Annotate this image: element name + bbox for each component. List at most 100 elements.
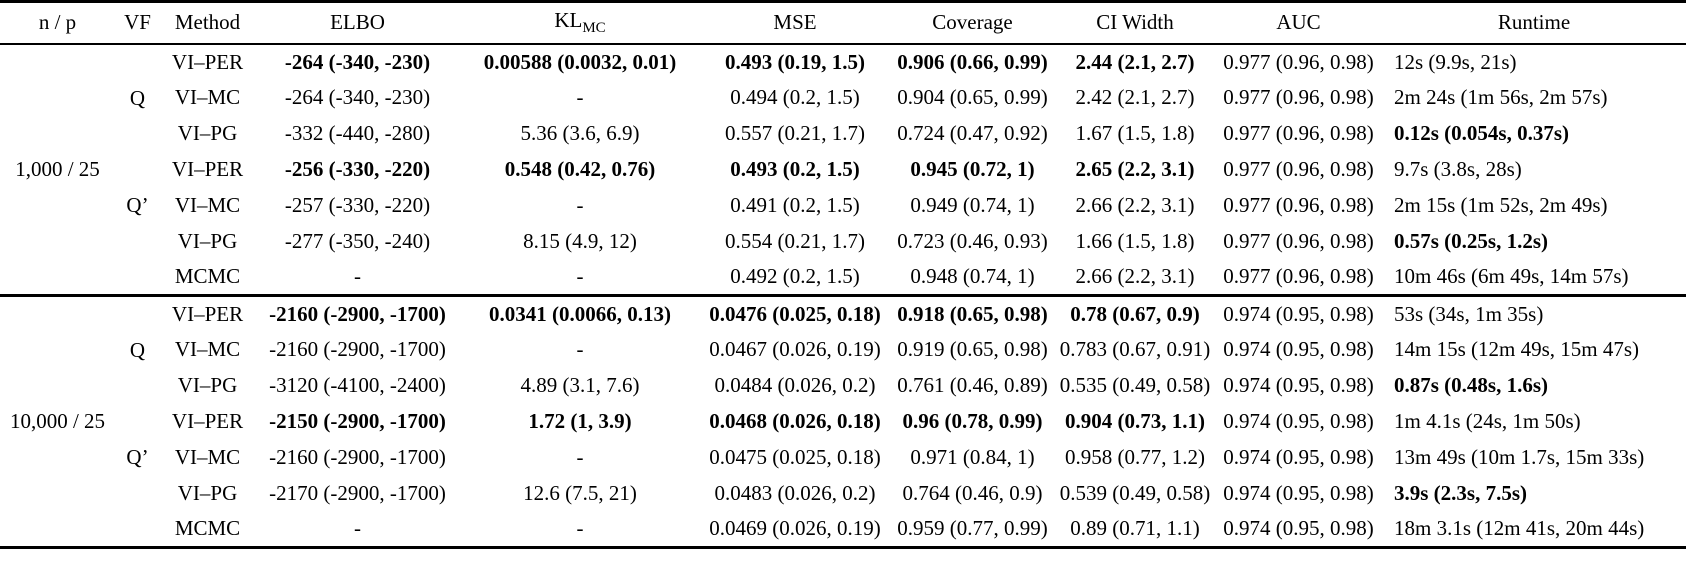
header-row: n / p VF Method ELBO KLMC MSE Coverage C… bbox=[0, 2, 1686, 44]
cell-mse: 0.492 (0.2, 1.5) bbox=[730, 264, 860, 289]
cell-runtime: 9.7s (3.8s, 28s) bbox=[1394, 157, 1522, 181]
cell-kl: 1.72 (1, 3.9) bbox=[528, 409, 632, 433]
cell-method: VI–PER bbox=[171, 49, 244, 74]
kl-subscript: MC bbox=[582, 20, 606, 37]
cell-coverage: 0.723 (0.46, 0.93) bbox=[897, 229, 1048, 253]
vf-label: Q’ bbox=[126, 445, 149, 469]
cell-coverage: 0.906 (0.66, 0.99) bbox=[897, 49, 1048, 74]
cell-auc: 0.974 (0.95, 0.98) bbox=[1223, 337, 1374, 361]
cell-elbo: -2150 (-2900, -1700) bbox=[269, 409, 446, 433]
cell-elbo: -2170 (-2900, -1700) bbox=[269, 481, 446, 505]
cell-elbo: -2160 (-2900, -1700) bbox=[269, 337, 446, 361]
cell-runtime: 53s (34s, 1m 35s) bbox=[1394, 301, 1544, 326]
column-header-np: n / p bbox=[38, 10, 77, 35]
cell-auc: 0.974 (0.95, 0.98) bbox=[1223, 301, 1374, 326]
row-group-label: 1,000 / 25 bbox=[15, 156, 100, 181]
cell-method: VI–MC bbox=[174, 337, 241, 361]
cell-elbo: -2160 (-2900, -1700) bbox=[269, 301, 446, 326]
cell-elbo: - bbox=[354, 264, 361, 289]
cell-ci-width: 0.958 (0.77, 1.2) bbox=[1065, 445, 1205, 469]
vf-label: Q bbox=[129, 85, 146, 110]
cell-runtime: 12s (9.9s, 21s) bbox=[1394, 49, 1517, 74]
column-header-ci-width: CI Width bbox=[1096, 10, 1174, 35]
cell-runtime: 0.87s (0.48s, 1.6s) bbox=[1394, 373, 1549, 397]
cell-method: MCMC bbox=[174, 264, 241, 289]
cell-elbo: -264 (-340, -230) bbox=[284, 85, 431, 109]
cell-coverage: 0.949 (0.74, 1) bbox=[910, 193, 1035, 217]
cell-auc: 0.974 (0.95, 0.98) bbox=[1223, 373, 1374, 397]
cell-coverage: 0.945 (0.72, 1) bbox=[910, 157, 1035, 181]
table-row: 1,000 / 25 Q VI–PER -264 (-340, -230) 0.0058… bbox=[0, 44, 1686, 181]
cell-kl: 8.15 (4.9, 12) bbox=[523, 229, 637, 253]
cell-coverage: 0.724 (0.47, 0.92) bbox=[897, 121, 1048, 145]
cell-method: VI–MC bbox=[174, 85, 241, 109]
cell-mse: 0.0476 (0.025, 0.18) bbox=[709, 301, 881, 326]
table-group: 10,000 / 25 Q VI–PER -2160 (-2900, -1700) 0.… bbox=[0, 295, 1686, 548]
cell-runtime: 13m 49s (10m 1.7s, 15m 33s) bbox=[1394, 445, 1645, 469]
cell-ci-width: 0.539 (0.49, 0.58) bbox=[1059, 481, 1211, 505]
cell-kl: - bbox=[576, 85, 584, 109]
cell-auc: 0.977 (0.96, 0.98) bbox=[1223, 85, 1374, 109]
cell-runtime: 0.57s (0.25s, 1.2s) bbox=[1394, 229, 1549, 253]
cell-ci-width: 1.66 (1.5, 1.8) bbox=[1075, 229, 1195, 253]
cell-kl: 0.00588 (0.0032, 0.01) bbox=[483, 49, 677, 74]
cell-kl: - bbox=[576, 445, 584, 469]
cell-method: VI–MC bbox=[174, 193, 241, 217]
results-table: n / p VF Method ELBO KLMC MSE Coverage C… bbox=[0, 0, 1686, 549]
cell-elbo: -332 (-440, -280) bbox=[284, 121, 431, 145]
cell-coverage: 0.904 (0.65, 0.99) bbox=[897, 85, 1048, 109]
cell-runtime: 10m 46s (6m 49s, 14m 57s) bbox=[1394, 264, 1629, 289]
table-row: Q’ VI–PER -256 (-330, -220) 0.548 (0.42, 0.… bbox=[0, 152, 1686, 217]
cell-auc: 0.977 (0.96, 0.98) bbox=[1223, 193, 1374, 217]
cell-runtime: 0.12s (0.054s, 0.37s) bbox=[1394, 121, 1570, 145]
table-row: VI–MC -2160 (-2900, -1700) - 0.0475 (0.025,… bbox=[0, 440, 1686, 476]
cell-runtime: 14m 15s (12m 49s, 15m 47s) bbox=[1394, 337, 1640, 361]
cell-ci-width: 0.535 (0.49, 0.58) bbox=[1059, 373, 1211, 397]
cell-elbo: -277 (-350, -240) bbox=[284, 229, 431, 253]
table-row: VI–MC -257 (-330, -220) - 0.491 (0.2, 1.5) 0… bbox=[0, 188, 1686, 224]
cell-coverage: 0.948 (0.74, 1) bbox=[910, 264, 1035, 289]
table-row: VI–PG -2170 (-2900, -1700) 12.6 (7.5, 21) 0… bbox=[0, 476, 1686, 512]
column-header-elbo: ELBO bbox=[330, 10, 385, 35]
cell-elbo: - bbox=[354, 516, 361, 541]
cell-method: VI–MC bbox=[174, 445, 241, 469]
table-row: Q’ VI–PER -2150 (-2900, -1700) 1.72 (1, 3.9… bbox=[0, 404, 1686, 469]
cell-kl: 5.36 (3.6, 6.9) bbox=[520, 121, 640, 145]
cell-kl: - bbox=[576, 516, 584, 541]
vf-label-empty bbox=[115, 512, 160, 548]
cell-runtime: 2m 24s (1m 56s, 2m 57s) bbox=[1394, 85, 1608, 109]
cell-method: VI–PER bbox=[171, 409, 244, 433]
cell-elbo: -264 (-340, -230) bbox=[284, 49, 431, 74]
cell-mse: 0.557 (0.21, 1.7) bbox=[725, 121, 865, 145]
cell-mse: 0.494 (0.2, 1.5) bbox=[730, 85, 860, 109]
cell-elbo: -256 (-330, -220) bbox=[284, 157, 431, 181]
cell-coverage: 0.919 (0.65, 0.98) bbox=[897, 337, 1048, 361]
table-row: VI–MC -264 (-340, -230) - 0.494 (0.2, 1.5) 0… bbox=[0, 80, 1686, 116]
cell-auc: 0.974 (0.95, 0.98) bbox=[1223, 409, 1374, 433]
cell-kl: - bbox=[576, 337, 584, 361]
cell-elbo: -257 (-330, -220) bbox=[284, 193, 431, 217]
cell-kl: 12.6 (7.5, 21) bbox=[523, 481, 637, 505]
cell-coverage: 0.96 (0.78, 0.99) bbox=[902, 409, 1043, 433]
cell-method: VI–PG bbox=[177, 373, 238, 397]
cell-auc: 0.977 (0.96, 0.98) bbox=[1223, 49, 1374, 74]
cell-mse: 0.493 (0.19, 1.5) bbox=[725, 49, 865, 74]
cell-ci-width: 1.67 (1.5, 1.8) bbox=[1075, 121, 1195, 145]
cell-mse: 0.0484 (0.026, 0.2) bbox=[714, 373, 876, 397]
cell-method: VI–PG bbox=[177, 121, 238, 145]
cell-auc: 0.977 (0.96, 0.98) bbox=[1223, 229, 1374, 253]
cell-mse: 0.0468 (0.026, 0.18) bbox=[709, 409, 881, 433]
cell-coverage: 0.761 (0.46, 0.89) bbox=[897, 373, 1048, 397]
cell-mse: 0.0483 (0.026, 0.2) bbox=[714, 481, 876, 505]
cell-coverage: 0.918 (0.65, 0.98) bbox=[897, 301, 1048, 326]
cell-ci-width: 0.904 (0.73, 1.1) bbox=[1065, 409, 1205, 433]
table-group: 1,000 / 25 Q VI–PER -264 (-340, -230) 0.0058… bbox=[0, 44, 1686, 296]
cell-runtime: 1m 4.1s (24s, 1m 50s) bbox=[1394, 409, 1581, 433]
cell-auc: 0.974 (0.95, 0.98) bbox=[1223, 516, 1374, 541]
cell-method: VI–PG bbox=[177, 229, 238, 253]
row-group-label: 10,000 / 25 bbox=[9, 409, 106, 433]
cell-runtime: 18m 3.1s (12m 41s, 20m 44s) bbox=[1394, 516, 1645, 541]
cell-auc: 0.977 (0.96, 0.98) bbox=[1223, 264, 1374, 289]
column-header-runtime: Runtime bbox=[1497, 10, 1571, 35]
cell-ci-width: 0.783 (0.67, 0.91) bbox=[1059, 337, 1211, 361]
